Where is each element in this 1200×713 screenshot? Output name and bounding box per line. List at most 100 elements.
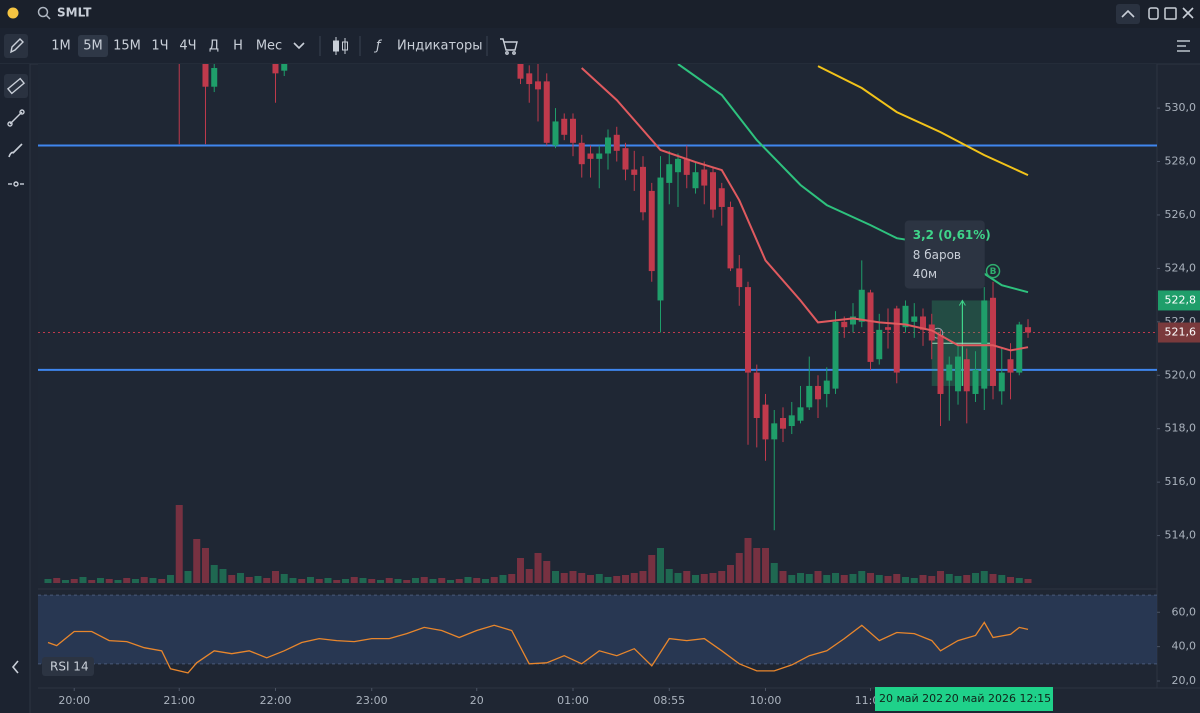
x-tick-label: 01:00: [557, 694, 589, 707]
timeframe[interactable]: 1М: [51, 39, 71, 54]
candle-body: [561, 118, 568, 135]
candle-body: [543, 81, 550, 143]
volume-bar: [88, 580, 96, 583]
volume-bar: [1015, 578, 1023, 583]
rsi-line: [47, 621, 1029, 674]
volume-bar: [315, 579, 323, 583]
price-badge-label: 521,6: [1165, 326, 1197, 339]
x-tick-label: 08:55: [653, 694, 685, 707]
volume-bar: [788, 575, 796, 583]
line-tool[interactable]: [7, 109, 25, 127]
volume-bar: [464, 577, 472, 583]
draw-button[interactable]: [4, 34, 28, 58]
volume-bar: [368, 579, 376, 583]
volume-bar: [184, 571, 192, 583]
ray-tool[interactable]: [8, 181, 24, 187]
timeframe[interactable]: Д: [209, 39, 219, 54]
cart-button[interactable]: [500, 38, 518, 55]
volume-bar: [105, 579, 113, 583]
fx-icon: ƒ: [373, 39, 383, 54]
candle-body: [806, 385, 813, 408]
timeframe[interactable]: 1Ч: [151, 39, 168, 54]
candle-body: [823, 380, 830, 394]
candle-body: [797, 407, 804, 421]
volume-bar: [963, 575, 971, 583]
volume-bar: [692, 575, 700, 583]
volume-bar: [840, 575, 848, 583]
search-icon[interactable]: [37, 6, 51, 20]
brush-tool[interactable]: [8, 143, 23, 158]
volume-bar: [945, 574, 953, 583]
rsi-tick-label: 40,0: [1172, 640, 1197, 653]
volume-bar: [210, 565, 218, 583]
x-tick-label: 20: [470, 694, 484, 707]
volume-bar: [446, 580, 454, 583]
candle-body: [631, 169, 638, 175]
volume-bar: [709, 573, 717, 583]
volume-bar: [254, 576, 262, 583]
timeframe[interactable]: 15М: [113, 39, 141, 54]
volume-bar: [481, 579, 489, 583]
crosshair-time-box: [875, 687, 943, 711]
y-tick-label: 518,0: [1165, 422, 1197, 435]
volume-bar: [324, 578, 332, 583]
volume-bar: [989, 574, 997, 583]
volume-bar: [753, 548, 761, 583]
volume-bar: [586, 575, 594, 583]
symbol[interactable]: SMLT: [57, 6, 92, 20]
timeframe[interactable]: 4Ч: [179, 39, 196, 54]
maximize-button[interactable]: [1164, 7, 1177, 20]
volume-bar: [928, 576, 936, 583]
status-dot: [7, 7, 19, 19]
volume-bar: [727, 565, 735, 583]
collapse-panel[interactable]: [11, 660, 19, 674]
candle-body: [622, 148, 629, 170]
volume-bar: [657, 548, 665, 583]
timeframe[interactable]: Мес: [256, 39, 282, 54]
volume-bar: [175, 505, 183, 583]
timeframe-selected: [78, 35, 108, 57]
candle-body: [710, 172, 717, 210]
title-bar: [0, 0, 1200, 28]
ruler-button[interactable]: [4, 74, 28, 98]
indicators-button[interactable]: Индикаторы: [397, 39, 483, 54]
timeframe-menu[interactable]: [293, 42, 305, 50]
candle-body: [990, 297, 997, 386]
candle-body: [762, 404, 769, 440]
volume-bar: [236, 573, 244, 583]
volume-bar: [123, 578, 131, 583]
volume-bar: [306, 577, 314, 583]
rsi-label-box: [42, 657, 94, 676]
side-toolbar: [0, 64, 30, 713]
candle-body: [920, 316, 927, 330]
candle-body: [578, 142, 585, 165]
volume-bar: [385, 578, 393, 583]
candle-body: [736, 268, 743, 288]
volume-bar: [972, 573, 980, 583]
price-badge: [1158, 290, 1200, 311]
volume-bar: [376, 580, 384, 583]
settings-button[interactable]: [1177, 40, 1190, 52]
volume-bar: [595, 574, 603, 583]
volume-bar: [289, 578, 297, 583]
volume-bar: [429, 579, 437, 583]
chart-type-button[interactable]: [333, 37, 348, 55]
candle-body: [937, 335, 944, 394]
close-button[interactable]: [1182, 7, 1194, 19]
window-button[interactable]: [1148, 7, 1159, 20]
volume-bar: [499, 575, 507, 583]
volume-bar: [980, 571, 988, 583]
volume-bar: [700, 574, 708, 583]
candle-body: [850, 316, 857, 325]
candle-body: [972, 369, 979, 394]
candle-body: [613, 134, 620, 151]
candle-body: [605, 137, 612, 154]
measure-change: 3,2 (0,61%): [913, 228, 991, 242]
volume-bar: [166, 575, 174, 583]
timeframe[interactable]: 5М: [83, 39, 103, 54]
collapse-button[interactable]: [1116, 4, 1140, 24]
candle-body: [640, 166, 647, 213]
volume-bar: [298, 579, 306, 583]
timeframe[interactable]: Н: [233, 39, 243, 54]
candle-body: [867, 292, 874, 362]
